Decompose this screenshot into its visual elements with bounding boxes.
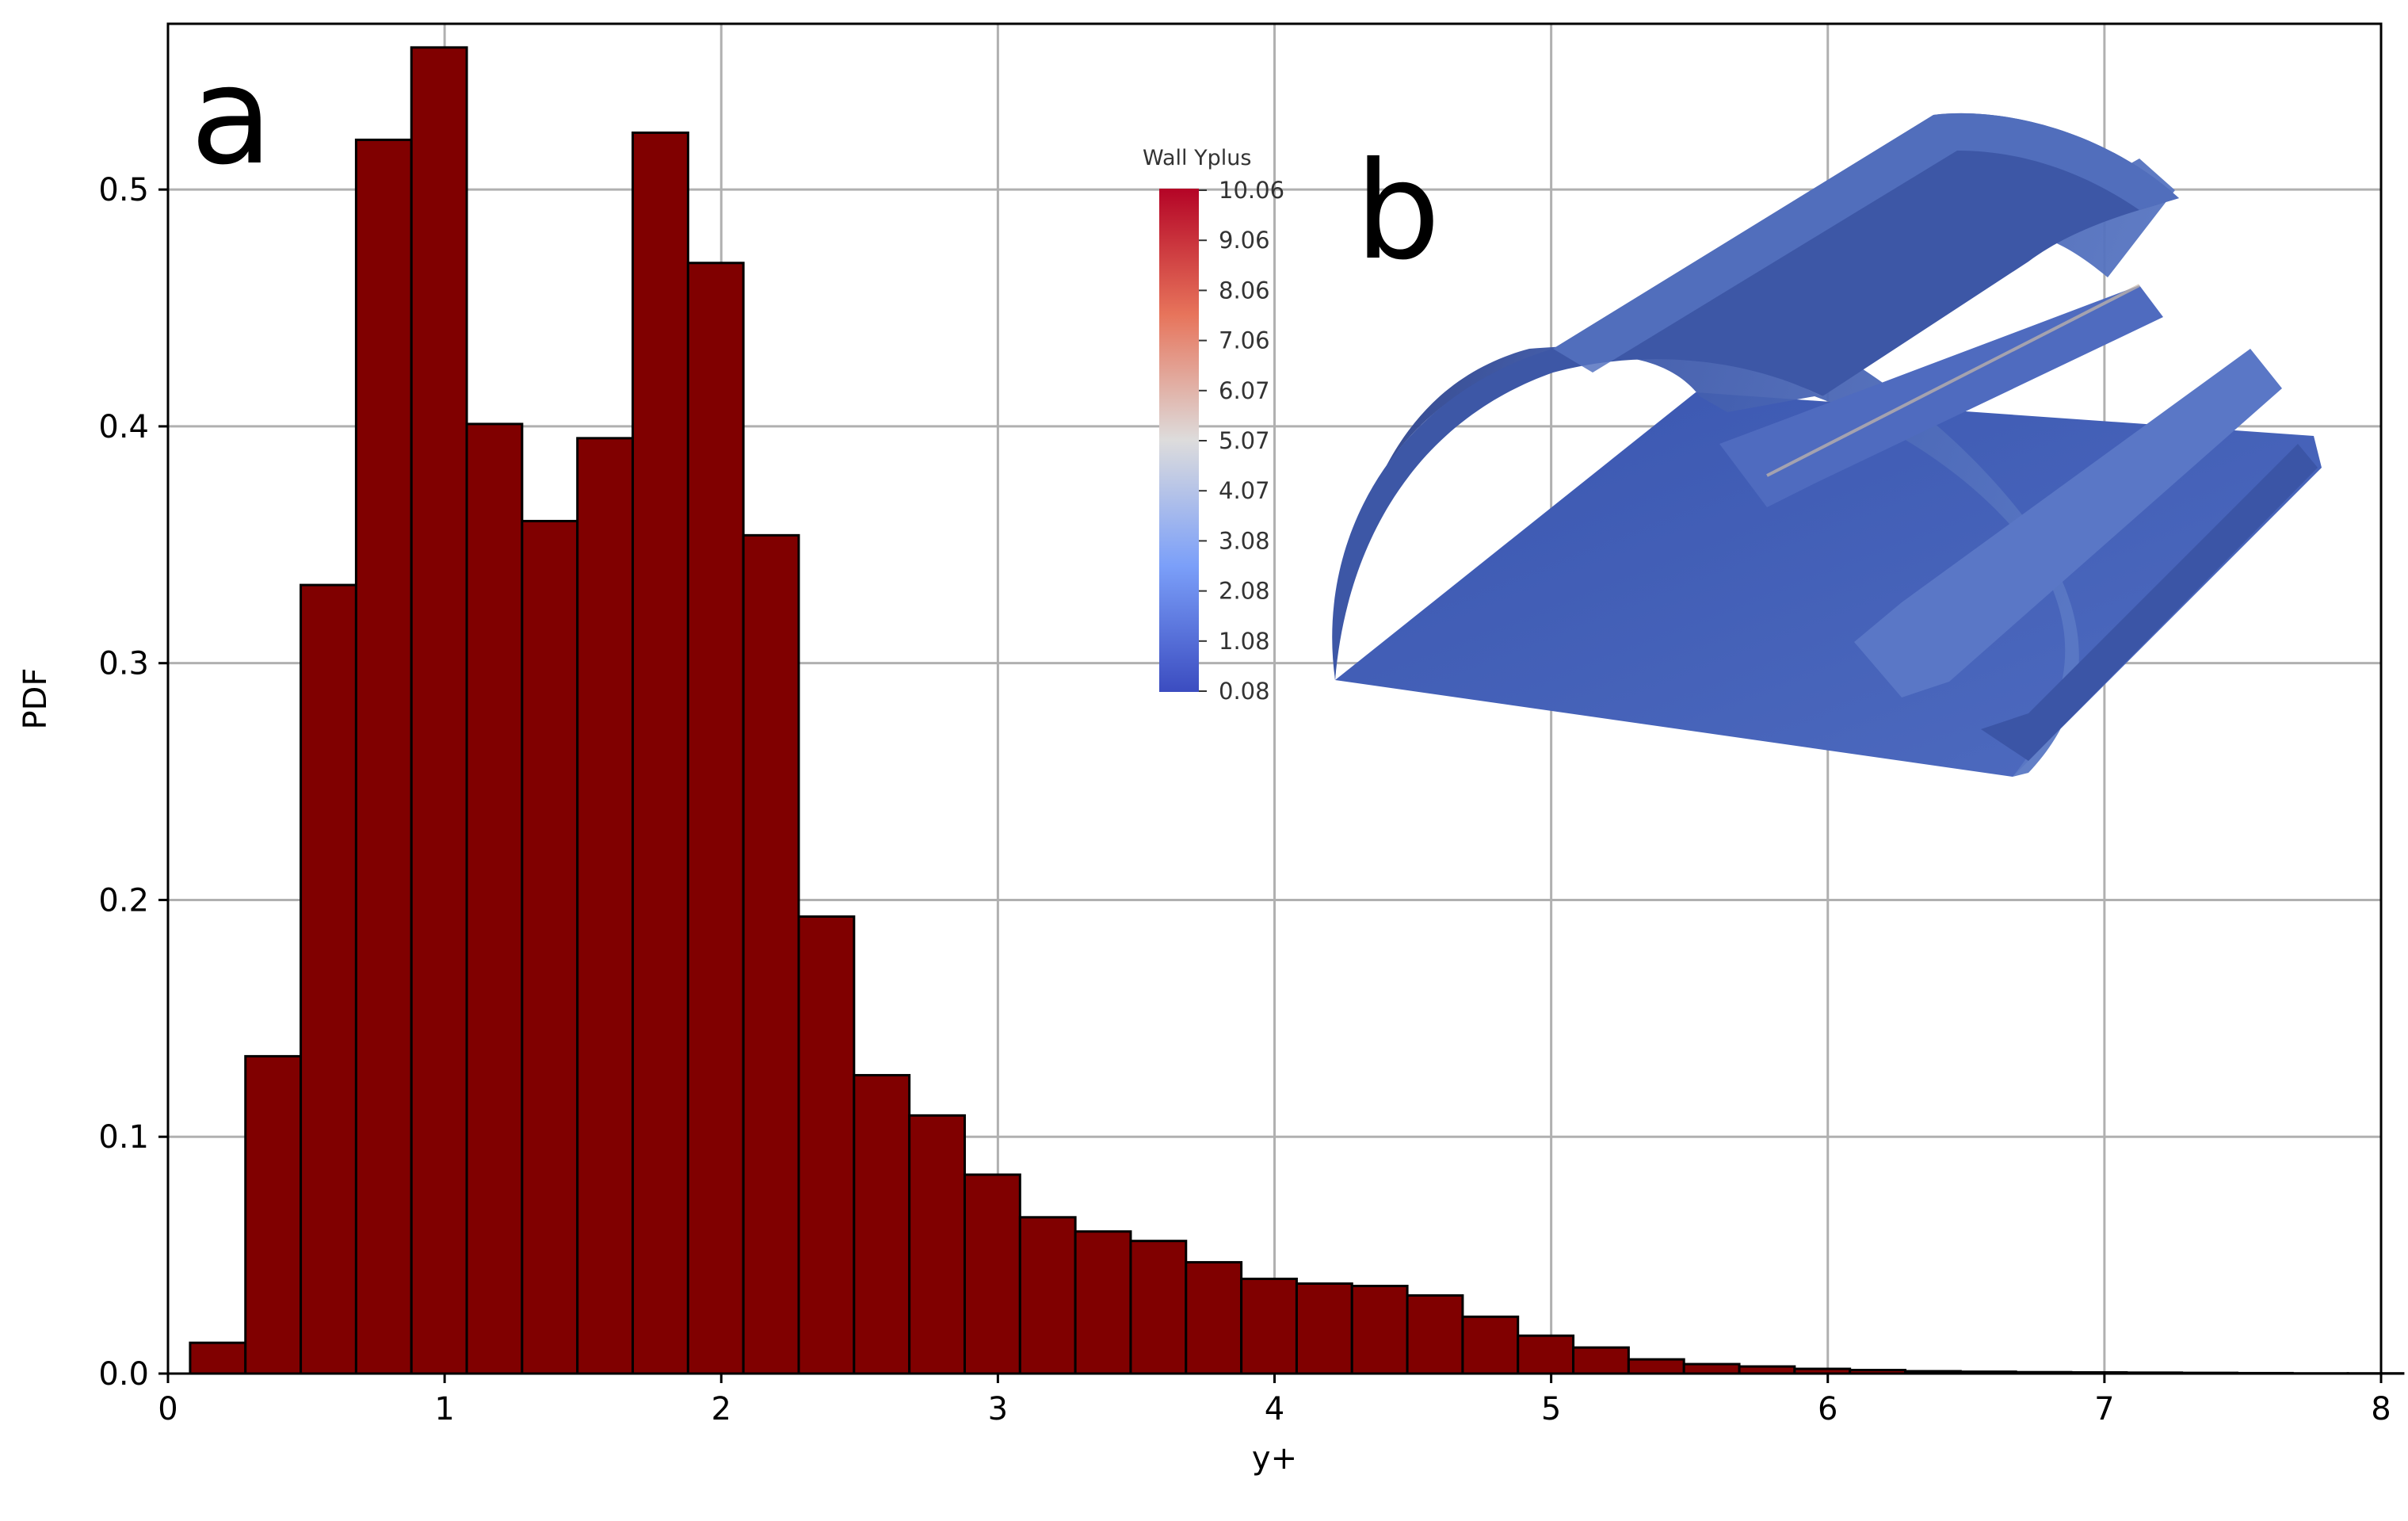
histogram-bar: [743, 535, 799, 1374]
histogram-bar: [1574, 1347, 1629, 1374]
histogram-bar: [301, 585, 357, 1374]
histogram-bar: [854, 1076, 910, 1374]
x-tick-label: 1: [434, 1391, 454, 1427]
histogram-bar: [1407, 1295, 1463, 1374]
histogram-bar: [1186, 1263, 1242, 1374]
histogram-bar: [1352, 1286, 1407, 1374]
histogram-bar: [1518, 1336, 1574, 1374]
y-tick-label: 0.5: [98, 172, 149, 208]
colorbar-tick-label: 5.07: [1219, 427, 1270, 454]
histogram-bar: [1684, 1364, 1739, 1374]
histogram-bar: [190, 1343, 246, 1374]
colorbar-tick-label: 4.07: [1219, 477, 1270, 504]
x-tick-label: 0: [158, 1391, 177, 1427]
histogram-bar: [633, 132, 689, 1374]
x-tick-label: 3: [988, 1391, 1008, 1427]
colorbar-tick-label: 7.06: [1219, 327, 1270, 354]
histogram-bar: [467, 424, 522, 1374]
histogram-bar: [688, 263, 743, 1374]
histogram-bar: [1242, 1278, 1297, 1374]
histogram-bar: [1075, 1232, 1131, 1374]
x-tick-label: 5: [1541, 1391, 1561, 1427]
colorbar-tick-label: 2.08: [1219, 578, 1270, 605]
colorbar-tick-label: 9.06: [1219, 227, 1270, 254]
colorbar-title: Wall Yplus: [1143, 146, 1251, 170]
colorbar-tick-label: 6.07: [1219, 377, 1270, 404]
histogram-bar: [522, 521, 578, 1374]
panel-label-a: a: [190, 38, 273, 195]
histogram-bar: [1463, 1317, 1518, 1374]
histogram-bar: [356, 139, 411, 1374]
y-tick-label: 0.0: [98, 1356, 149, 1393]
histogram-bar: [799, 916, 854, 1374]
histogram-bar: [910, 1115, 965, 1374]
y-tick-label: 0.3: [98, 646, 149, 682]
colorbar-ticks: 10.06 9.06 8.06 7.06 6.07 5.07 4.07 3.08 2.08 1.0…: [1199, 177, 1284, 705]
x-axis-ticks: 0 1 2 3 4 5 6 7 8: [158, 1374, 2391, 1427]
histogram-bar: [1131, 1241, 1186, 1374]
histogram-bar: [1296, 1283, 1352, 1374]
histogram-bar: [964, 1175, 1020, 1374]
x-axis-label: y+: [1252, 1440, 1297, 1477]
y-tick-label: 0.1: [98, 1119, 149, 1156]
colorbar-tick-label: 0.08: [1219, 678, 1270, 705]
histogram-bar: [578, 438, 633, 1374]
colorbar-tick-label: 10.06: [1219, 177, 1284, 204]
wall-yplus-render: [1332, 113, 2322, 777]
histogram-bar: [1020, 1217, 1075, 1374]
histogram-bar: [246, 1057, 301, 1374]
colorbar-tick-label: 3.08: [1219, 527, 1270, 554]
histogram-bar: [411, 48, 467, 1374]
y-axis-label: PDF: [17, 668, 54, 730]
y-axis-ticks: 0.0 0.1 0.2 0.3 0.4 0.5: [98, 172, 168, 1393]
colorbar-gradient: [1159, 189, 1199, 692]
x-tick-label: 7: [2094, 1391, 2114, 1427]
x-tick-label: 8: [2371, 1391, 2391, 1427]
x-tick-label: 4: [1265, 1391, 1284, 1427]
colorbar-tick-label: 8.06: [1219, 277, 1270, 304]
x-tick-label: 6: [1818, 1391, 1837, 1427]
histogram-bar: [1628, 1359, 1684, 1374]
y-tick-label: 0.2: [98, 882, 149, 919]
panel-label-b: b: [1355, 133, 1441, 290]
x-tick-label: 2: [712, 1391, 731, 1427]
y-tick-label: 0.4: [98, 409, 149, 445]
colorbar-tick-label: 1.08: [1219, 628, 1270, 655]
